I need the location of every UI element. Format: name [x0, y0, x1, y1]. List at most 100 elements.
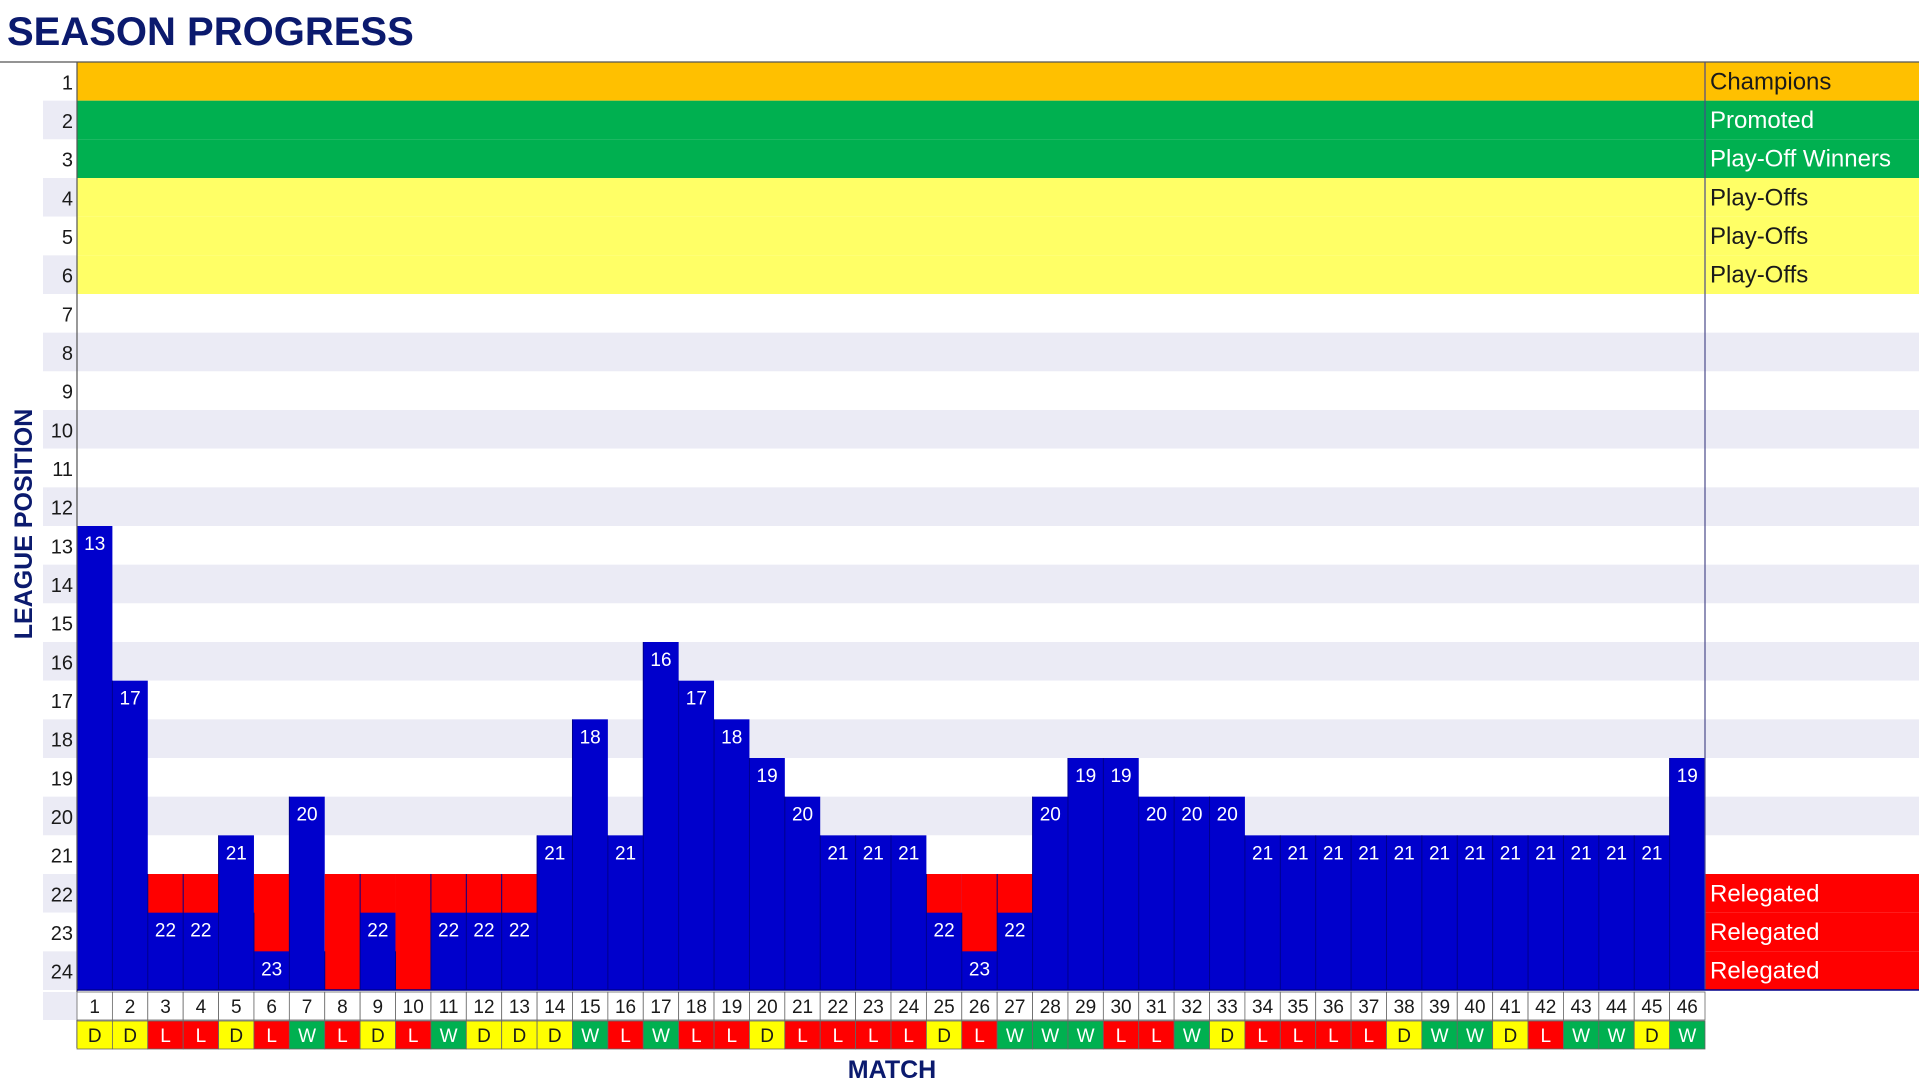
legend-cell-7 — [1705, 294, 1919, 333]
result-badge — [1669, 1020, 1706, 1050]
result-badge — [678, 1020, 715, 1050]
chart-title: SEASON PROGRESS — [7, 10, 414, 54]
match-number-label: 34 — [1252, 997, 1274, 1018]
bar-value-label: 22 — [190, 921, 211, 942]
result-badge — [925, 1020, 963, 1050]
match-number-cell — [925, 991, 963, 1021]
bar-value-label: 20 — [792, 805, 813, 826]
zone-band-6 — [77, 255, 1919, 294]
y-tick-label: 6 — [62, 266, 73, 288]
result-badge — [1492, 1020, 1529, 1050]
bar-value-label: 23 — [969, 959, 990, 980]
bar-value-label: 22 — [438, 921, 459, 942]
match-number-label: 37 — [1358, 997, 1379, 1018]
match-number-cell — [1421, 991, 1458, 1021]
result-label: L — [868, 1026, 879, 1047]
position-bar-relegation — [324, 874, 361, 990]
position-bar — [607, 835, 644, 990]
match-number-label: 27 — [1004, 997, 1025, 1018]
result-label: W — [1077, 1026, 1095, 1047]
match-number-cell — [642, 991, 680, 1021]
position-bar — [289, 796, 325, 990]
y-tick-label: 12 — [51, 498, 73, 520]
result-label: L — [160, 1026, 171, 1047]
legend-cell-20 — [1705, 796, 1919, 836]
result-badge — [1279, 1020, 1317, 1050]
x-axis-corner — [43, 992, 77, 1020]
y-tick-cell-5 — [43, 216, 77, 256]
result-label: L — [620, 1026, 631, 1047]
match-number-cell — [961, 991, 998, 1021]
position-bar-relegation — [501, 874, 538, 913]
match-number-label: 22 — [827, 997, 848, 1018]
match-number-cell — [1173, 991, 1210, 1021]
position-bar-relegation — [961, 874, 998, 952]
y-tick-cell-15 — [43, 603, 77, 642]
bar-value-label: 21 — [1535, 843, 1556, 864]
y-tick-label: 9 — [62, 382, 73, 404]
legend-cell-22 — [1705, 874, 1919, 913]
zone-band-1 — [77, 62, 1919, 101]
result-label: W — [298, 1026, 316, 1047]
legend-cell-14 — [1705, 564, 1919, 604]
bar-value-label: 17 — [686, 689, 707, 710]
bar-value-label: 21 — [1394, 843, 1415, 864]
y-axis-label: LEAGUE POSITION — [10, 409, 38, 640]
position-bar — [1315, 835, 1352, 990]
legend-cell-18 — [1705, 719, 1919, 758]
zone-label-3: Play-Off Winners — [1710, 146, 1891, 173]
result-label: L — [974, 1026, 985, 1047]
match-number-label: 4 — [196, 997, 207, 1018]
result-label: W — [1041, 1026, 1059, 1047]
bar-value-label: 19 — [1110, 766, 1131, 787]
match-number-label: 43 — [1571, 997, 1592, 1018]
zone-band-4 — [77, 178, 1919, 217]
result-label: L — [797, 1026, 808, 1047]
y-tick-cell-1 — [43, 62, 77, 101]
bar-value-label: 19 — [757, 766, 778, 787]
match-number-label: 14 — [544, 997, 566, 1018]
match-number-cell — [1032, 991, 1069, 1021]
bar-value-label: 20 — [296, 805, 317, 826]
bar-value-label: 16 — [650, 650, 671, 671]
result-badge — [1456, 1020, 1494, 1050]
result-label: D — [477, 1026, 491, 1047]
position-bar — [1563, 835, 1599, 990]
result-label: W — [1466, 1026, 1484, 1047]
position-bar — [714, 719, 750, 990]
match-number-cell — [253, 991, 290, 1021]
y-tick-label: 23 — [51, 923, 73, 945]
zone-label-2: Promoted — [1710, 107, 1814, 134]
y-tick-cell-11 — [43, 448, 77, 488]
y-tick-cell-13 — [43, 526, 77, 565]
result-badge — [111, 1020, 149, 1050]
position-bar — [1634, 835, 1670, 990]
match-number-cell — [678, 991, 715, 1021]
match-axis: 1D2D3L4L5D6L7W8L9D10L11W12D13D14D15W16L1… — [43, 991, 1706, 1050]
bar-value-label: 21 — [1500, 843, 1521, 864]
bar-value-label: 20 — [1217, 805, 1238, 826]
y-tick-cell-9 — [43, 371, 77, 410]
match-number-cell — [572, 991, 609, 1021]
match-number-label: 39 — [1429, 997, 1450, 1018]
position-bar — [1528, 835, 1564, 990]
match-number-label: 13 — [509, 997, 530, 1018]
match-number-cell — [465, 991, 503, 1021]
match-number-label: 38 — [1394, 997, 1415, 1018]
position-bar — [572, 719, 608, 990]
y-tick-label: 21 — [51, 846, 73, 868]
match-number-cell — [819, 991, 857, 1021]
result-badge — [76, 1020, 113, 1050]
position-bar — [1244, 835, 1281, 990]
position-bar — [749, 758, 785, 990]
match-number-label: 10 — [403, 997, 424, 1018]
result-label: W — [1678, 1026, 1696, 1047]
match-number-label: 19 — [721, 997, 742, 1018]
zone-label-23: Relegated — [1710, 919, 1819, 946]
position-bar — [1386, 835, 1422, 990]
match-number-label: 29 — [1075, 997, 1096, 1018]
bar-value-label: 22 — [1004, 921, 1025, 942]
row-stripe-14 — [77, 564, 1705, 604]
zone-label-22: Relegated — [1710, 880, 1819, 907]
